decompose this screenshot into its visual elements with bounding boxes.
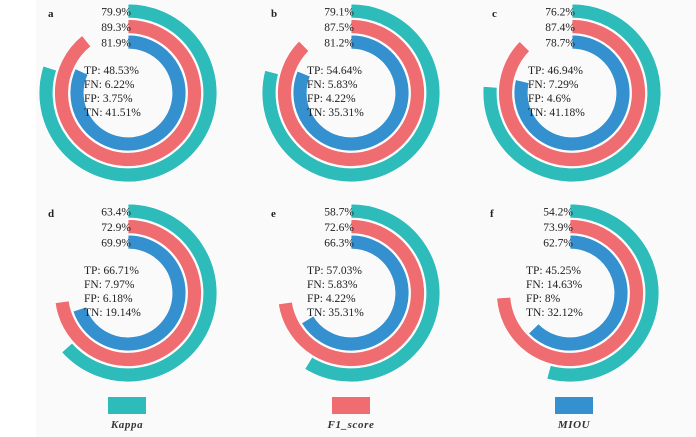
legend-swatch — [108, 397, 146, 414]
panel-f: f 54.2% 73.9% 62.7% TP: 45.25% FN: 14.63% FP: … — [490, 203, 660, 383]
legend: Kappa F1_score MIOU — [108, 397, 593, 431]
confusion-stat: TN: 32.12% — [526, 307, 583, 319]
panel-letter: d — [48, 208, 54, 220]
value-label-f1-score: 87.4% — [545, 22, 575, 34]
confusion-stat: FN: 5.83% — [307, 79, 358, 91]
value-label-f1-score: 73.9% — [543, 222, 573, 234]
value-label-miou: 81.2% — [324, 38, 354, 50]
panel-letter: c — [492, 8, 497, 20]
arc-kappa — [546, 203, 660, 383]
arc-miou — [300, 234, 410, 352]
arc-kappa — [304, 203, 441, 383]
arc-miou — [292, 34, 410, 152]
arc-kappa — [38, 3, 218, 183]
confusion-stat: TP: 45.25% — [526, 265, 581, 277]
legend-item-kappa: Kappa — [108, 397, 146, 431]
confusion-stat: FN: 7.29% — [528, 79, 579, 91]
value-label-miou: 81.9% — [101, 38, 131, 50]
value-label-kappa: 79.9% — [101, 7, 131, 19]
panel-letter: f — [490, 208, 494, 220]
arc-f1-score — [496, 219, 644, 367]
value-label-f1-score: 87.5% — [324, 22, 354, 34]
confusion-stat: TP: 66.71% — [84, 265, 139, 277]
arc-f1-score — [54, 219, 202, 367]
arc-f1-score — [498, 19, 646, 167]
value-label-f1-score: 89.3% — [101, 22, 131, 34]
value-label-miou: 69.9% — [101, 238, 131, 250]
panel-letter: a — [48, 8, 54, 20]
arc-kappa — [261, 3, 441, 183]
confusion-stat: TN: 19.14% — [84, 307, 141, 319]
confusion-stat: FN: 5.83% — [307, 279, 358, 291]
panel-a: a 79.9% 89.3% 81.9% TP: 48.53% FN: 6.22% FP: 3… — [38, 3, 218, 183]
legend-swatch — [332, 397, 370, 414]
value-label-miou: 66.3% — [324, 238, 354, 250]
confusion-stat: FN: 14.63% — [526, 279, 583, 291]
value-label-f1-score: 72.9% — [101, 222, 131, 234]
confusion-stat: FP: 6.18% — [84, 293, 133, 305]
arc-miou — [527, 234, 629, 352]
arc-miou — [72, 234, 187, 352]
panel-d: d 63.4% 72.9% 69.9% TP: 66.71% FN: 7.97% FP: 6… — [48, 203, 218, 383]
legend-item-miou: MIOU — [555, 397, 593, 431]
value-label-miou: 78.7% — [545, 38, 575, 50]
value-label-kappa: 58.7% — [324, 207, 354, 219]
arc-f1-score — [54, 19, 202, 167]
confusion-stat: TN: 41.51% — [84, 107, 141, 119]
confusion-stat: FP: 4.22% — [307, 293, 356, 305]
confusion-stat: TP: 57.03% — [307, 265, 362, 277]
confusion-stat: TP: 46.94% — [528, 65, 583, 77]
panel-e: e 58.7% 72.6% 66.3% TP: 57.03% FN: 5.83% FP: 4… — [271, 203, 441, 383]
panel-letter: e — [271, 208, 276, 220]
arc-f1-score — [277, 219, 425, 367]
legend-label: MIOU — [557, 419, 591, 431]
value-label-kappa: 76.2% — [545, 7, 575, 19]
confusion-stat: TN: 35.31% — [307, 107, 364, 119]
legend-label: F1_score — [327, 419, 375, 431]
confusion-stat: FP: 4.22% — [307, 93, 356, 105]
confusion-stat: TN: 41.18% — [528, 107, 585, 119]
value-label-miou: 62.7% — [543, 238, 573, 250]
arc-f1-score — [277, 19, 425, 167]
confusion-stat: FP: 8% — [526, 293, 561, 305]
value-label-kappa: 63.4% — [101, 207, 131, 219]
legend-item-f1-score: F1_score — [327, 397, 375, 431]
confusion-stat: TP: 48.53% — [84, 65, 139, 77]
legend-swatch — [555, 397, 593, 414]
confusion-stat: TN: 35.31% — [307, 307, 364, 319]
confusion-stat: FP: 3.75% — [84, 93, 133, 105]
value-label-kappa: 54.2% — [543, 207, 573, 219]
arc-kappa — [61, 203, 218, 383]
value-label-f1-score: 72.6% — [324, 222, 354, 234]
value-label-kappa: 79.1% — [324, 7, 354, 19]
panel-c: c 76.2% 87.4% 78.7% TP: 46.94% FN: 7.29% FP: 4… — [482, 3, 662, 183]
legend-label: Kappa — [110, 419, 143, 431]
arc-miou — [69, 34, 187, 152]
panel-b: b 79.1% 87.5% 81.2% TP: 54.64% FN: 5.83% FP: 4… — [261, 3, 441, 183]
panel-letter: b — [271, 8, 277, 20]
confusion-stat: FN: 7.97% — [84, 279, 135, 291]
confusion-stat: FP: 4.6% — [528, 93, 571, 105]
confusion-stat: FN: 6.22% — [84, 79, 135, 91]
panels: a 79.9% 89.3% 81.9% TP: 48.53% FN: 6.22% FP: 3… — [38, 3, 662, 383]
arc-kappa — [482, 3, 662, 183]
confusion-stat: TP: 54.64% — [307, 65, 362, 77]
arc-miou — [513, 34, 631, 152]
